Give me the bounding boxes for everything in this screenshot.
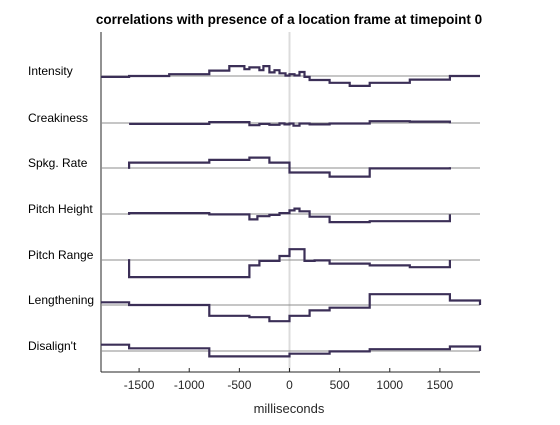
row-label: Creakiness <box>28 111 88 125</box>
series-line <box>128 156 451 178</box>
series-line <box>128 248 451 279</box>
row-label: Pitch Height <box>28 202 93 216</box>
row-label: Pitch Range <box>28 248 94 262</box>
row-label: Spkg. Rate <box>28 156 88 170</box>
row-label-layer: Intensity Creakiness Spkg. Rate Pitch Heigh… <box>28 64 94 353</box>
x-axis-label: milliseconds <box>254 401 325 416</box>
x-tick-label: 1500 <box>427 378 454 392</box>
chart-title: correlations with presence of a location… <box>96 12 482 27</box>
series-line <box>101 293 482 323</box>
x-tick-layer: -1500 -1000 -500 0 500 1000 1500 <box>124 368 454 392</box>
row-label: Intensity <box>28 64 73 78</box>
x-tick-label: 1000 <box>376 378 403 392</box>
series-line <box>129 120 451 127</box>
x-tick-label: 500 <box>330 378 350 392</box>
x-tick-label: -1000 <box>174 378 205 392</box>
row-label: Lengthening <box>28 293 94 307</box>
series-line <box>128 207 451 224</box>
x-tick-label: -1500 <box>124 378 155 392</box>
row-label: Disalign't <box>28 339 77 353</box>
x-tick-label: 0 <box>286 378 293 392</box>
series-line <box>101 65 480 87</box>
series-line <box>101 343 482 358</box>
series-layer <box>101 65 482 358</box>
x-tick-label: -500 <box>227 378 251 392</box>
